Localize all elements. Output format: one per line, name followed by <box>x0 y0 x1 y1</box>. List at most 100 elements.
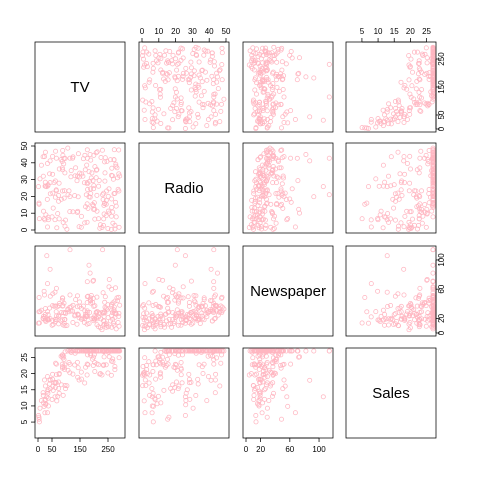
data-point <box>410 84 414 88</box>
data-point <box>277 89 281 93</box>
data-point <box>280 182 284 186</box>
data-point <box>174 57 178 61</box>
data-point <box>407 189 411 193</box>
data-point <box>220 78 224 82</box>
data-point <box>423 203 427 207</box>
data-point <box>143 117 147 121</box>
data-point <box>399 188 403 192</box>
data-point <box>202 53 206 57</box>
data-point <box>263 387 267 391</box>
tick-label: 250 <box>101 445 115 454</box>
data-point <box>194 393 198 397</box>
data-point <box>327 156 331 160</box>
tick-label: 20 <box>406 27 415 36</box>
data-point <box>408 154 412 158</box>
data-point <box>166 295 170 299</box>
tick-label: 0 <box>20 227 29 232</box>
data-point <box>76 366 80 370</box>
data-point <box>101 248 105 252</box>
data-point <box>97 184 101 188</box>
data-point <box>113 286 117 290</box>
data-point <box>79 214 83 218</box>
data-point <box>100 148 104 152</box>
tick-label: 15 <box>20 385 29 394</box>
data-point <box>424 324 428 328</box>
data-point <box>289 109 293 113</box>
data-point <box>45 225 49 229</box>
data-point <box>209 267 213 271</box>
data-point <box>374 310 378 314</box>
data-point <box>393 218 397 222</box>
data-point <box>262 388 266 392</box>
data-point <box>289 49 293 53</box>
data-point <box>419 149 423 153</box>
data-point <box>259 57 263 61</box>
tick-label: 60 <box>437 284 446 293</box>
data-point <box>393 312 397 316</box>
data-point <box>142 399 146 403</box>
data-point <box>43 150 47 154</box>
data-point <box>85 373 89 377</box>
data-point <box>212 60 216 64</box>
data-point <box>203 70 207 74</box>
right-axis-tv: 050150250 <box>436 52 446 131</box>
variable-label-newspaper: Newspaper <box>250 283 326 300</box>
data-point <box>403 172 407 176</box>
data-point <box>293 411 297 415</box>
data-point <box>151 126 155 130</box>
data-point <box>107 285 111 289</box>
data-point <box>75 179 79 183</box>
data-point <box>78 300 82 304</box>
data-point <box>142 108 146 112</box>
data-point <box>189 60 193 64</box>
data-point <box>180 77 184 81</box>
data-point <box>321 185 325 189</box>
panel-newspaper-vs-sales <box>346 246 436 336</box>
data-point <box>424 46 428 50</box>
data-point <box>410 217 414 221</box>
data-point <box>143 282 147 286</box>
data-point <box>74 298 78 302</box>
tick-label: 50 <box>437 110 446 119</box>
data-point <box>45 310 49 314</box>
data-point <box>369 282 373 286</box>
data-point <box>279 417 283 421</box>
data-point <box>369 218 373 222</box>
data-point <box>174 380 178 384</box>
data-point <box>210 74 214 78</box>
panel-sales-vs-tv <box>35 348 125 438</box>
data-point <box>51 206 55 210</box>
left-axis-radio: 01020304050 <box>20 141 35 232</box>
data-point <box>205 399 209 403</box>
data-point <box>286 404 290 408</box>
data-point <box>110 205 114 209</box>
data-point <box>55 399 59 403</box>
data-point <box>63 350 67 354</box>
data-point <box>97 178 101 182</box>
data-point <box>107 277 111 281</box>
data-point <box>189 66 193 70</box>
data-point <box>418 286 422 290</box>
data-point <box>144 100 148 104</box>
data-point <box>219 361 223 365</box>
data-point <box>402 267 406 271</box>
top-axis-sales: 5 10 15 20 25 <box>360 27 432 42</box>
data-point <box>327 95 331 99</box>
data-point <box>408 181 412 185</box>
data-point <box>189 88 193 92</box>
data-point <box>405 161 409 165</box>
data-point <box>213 378 217 382</box>
data-point <box>265 117 269 121</box>
data-point <box>276 176 280 180</box>
data-point <box>159 350 163 354</box>
tick-label: 0 <box>140 27 145 36</box>
tick-label: 150 <box>73 445 87 454</box>
data-point <box>295 156 299 160</box>
tick-label: 50 <box>48 445 57 454</box>
data-point <box>54 286 58 290</box>
panel-newspaper-vs-newspaper: Newspaper <box>243 246 333 336</box>
data-point <box>36 185 40 189</box>
data-point <box>425 61 429 65</box>
data-point <box>143 378 147 382</box>
data-point <box>95 295 99 299</box>
